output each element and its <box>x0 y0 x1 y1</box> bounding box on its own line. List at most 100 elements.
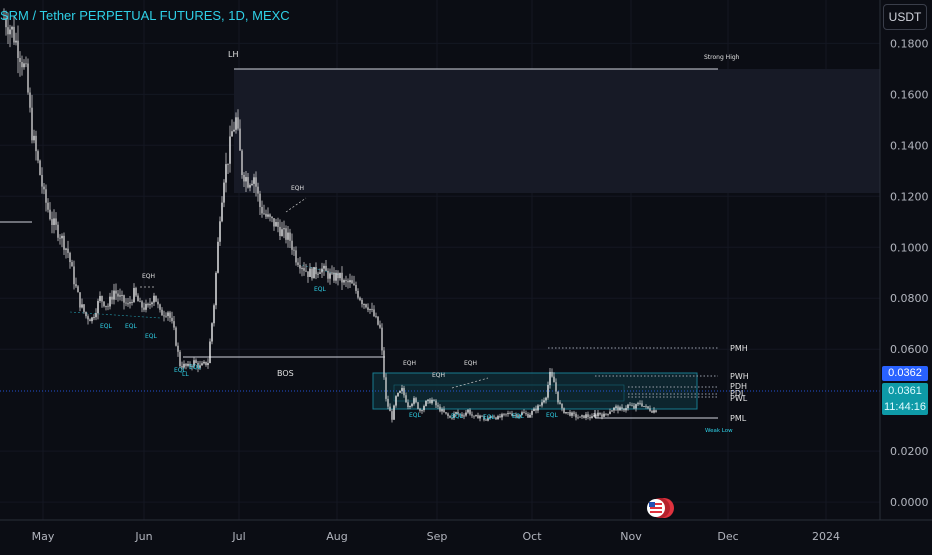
candle-body <box>263 213 265 215</box>
candle-body <box>381 327 383 351</box>
candle-body <box>421 410 423 411</box>
candle-body <box>621 407 623 409</box>
candle-body <box>435 400 437 406</box>
candle-body <box>313 267 315 279</box>
candle-body <box>297 262 299 265</box>
candle-body <box>191 366 193 368</box>
candle-body <box>125 302 127 304</box>
candle-body <box>625 408 627 411</box>
candle-body <box>619 407 621 411</box>
time-axis[interactable]: May Jun Jul Aug Sep Oct Nov Dec 2024 <box>32 530 840 543</box>
price-axis[interactable]: 0.1800 0.1600 0.1400 0.1200 0.1000 0.0800 0.06… <box>890 37 929 509</box>
candle-body <box>371 309 373 310</box>
y-tick-label: 0.1400 <box>890 139 929 152</box>
candle-body <box>157 301 159 305</box>
candle-body <box>351 280 353 284</box>
flag-icon[interactable] <box>647 498 674 518</box>
candle-body <box>437 405 439 407</box>
label-eqh-2: EQH <box>142 273 155 280</box>
candle-body <box>243 175 245 182</box>
candle-body <box>173 321 175 328</box>
candle-body <box>401 388 403 391</box>
y-tick-label: 0.0800 <box>890 292 929 305</box>
candle-body <box>455 412 457 414</box>
candle-body <box>21 62 23 68</box>
candle-body <box>655 410 657 413</box>
candle-body <box>233 129 235 132</box>
candle-body <box>127 303 129 305</box>
candle-body <box>267 214 269 217</box>
y-tick-label: 0.0000 <box>890 496 929 509</box>
y-tick-label: 0.1000 <box>890 241 929 254</box>
candle-body <box>181 366 183 368</box>
candle-body <box>473 415 475 417</box>
candle-body <box>427 399 429 401</box>
candle-body <box>641 403 643 407</box>
candle-body <box>227 163 229 165</box>
candle-body <box>69 252 71 263</box>
candle-body <box>491 416 493 418</box>
candle-body <box>475 415 477 417</box>
label-pmh: PMH <box>730 344 748 353</box>
candle-body <box>391 411 393 420</box>
candle-body <box>307 271 309 277</box>
candle-body <box>29 92 31 108</box>
candle-body <box>107 305 109 307</box>
candle-body <box>35 135 37 152</box>
candle-body <box>637 403 639 405</box>
candle-body <box>541 402 543 406</box>
candle-body <box>445 412 447 414</box>
candle-body <box>169 312 171 318</box>
candle-body <box>245 177 247 182</box>
candle-body <box>583 415 585 419</box>
label-eql-10: EQL <box>512 413 525 420</box>
candle-body <box>513 415 515 417</box>
candle-body <box>365 304 367 308</box>
candle-body <box>49 209 51 220</box>
candle-body <box>81 304 83 308</box>
candle-body <box>419 408 421 411</box>
label-eql-4: EQL <box>314 286 327 293</box>
candle-body <box>379 324 381 328</box>
candle-body <box>115 290 117 294</box>
candle-body <box>387 398 389 407</box>
candle-body <box>375 316 377 317</box>
candle-body <box>201 363 203 366</box>
candle-body <box>221 202 223 222</box>
candle-body <box>521 412 523 415</box>
candle-countdown: 11:44:16 <box>883 401 926 413</box>
candle-body <box>271 216 273 219</box>
candle-body <box>617 406 619 411</box>
candle-body <box>537 405 539 411</box>
candle-body <box>457 412 459 414</box>
candle-body <box>175 327 177 346</box>
candle-body <box>183 363 185 368</box>
candle-body <box>37 151 39 161</box>
candle-body <box>439 406 441 412</box>
candle-body <box>289 232 291 241</box>
candle-body <box>105 305 107 307</box>
candle-body <box>557 391 559 403</box>
y-tick-label: 0.1200 <box>890 190 929 203</box>
candle-body <box>213 305 215 324</box>
candle-body <box>121 295 123 296</box>
candle-body <box>309 268 311 277</box>
candle-body <box>129 302 131 304</box>
current-price-tag: 0.0361 11:44:16 <box>882 383 928 415</box>
candle-body <box>417 402 419 409</box>
candle-body <box>223 182 225 203</box>
x-tick-label: May <box>32 530 55 543</box>
candle-body <box>509 412 511 414</box>
candle-body <box>469 409 471 415</box>
candle-body <box>597 412 599 417</box>
candle-body <box>479 415 481 419</box>
candle-body <box>93 317 95 319</box>
currency-button[interactable]: USDT <box>883 4 927 30</box>
label-eql-2: EQL <box>125 323 138 330</box>
x-tick-label: Oct <box>522 530 542 543</box>
candle-body <box>361 300 363 305</box>
candle-body <box>151 302 153 305</box>
candle-body <box>409 406 411 408</box>
